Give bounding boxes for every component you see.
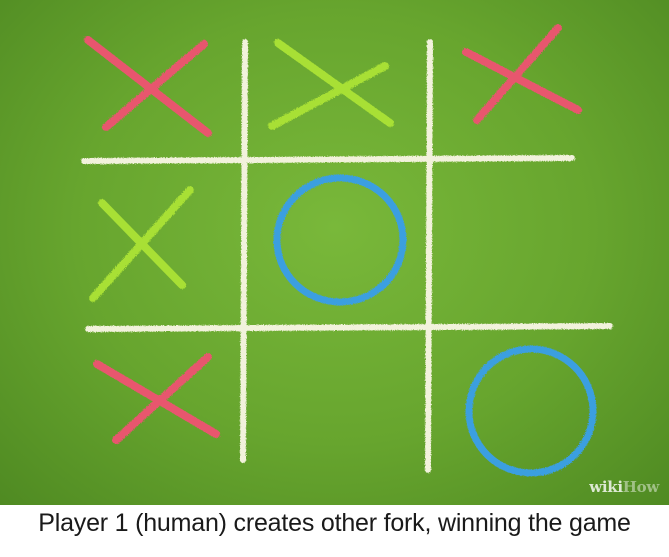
board-image: wikiHow	[0, 0, 669, 505]
x-mark-middle-left[interactable]	[89, 186, 194, 302]
watermark-how: How	[622, 478, 660, 496]
grid-line-vertical-right	[425, 39, 433, 473]
o-mark-bottom-right[interactable]	[465, 345, 597, 477]
grid-line-horizontal-bottom	[85, 323, 613, 332]
grid-line-horizontal-top	[81, 155, 575, 164]
wikihow-watermark: wikiHow	[589, 478, 659, 496]
o-mark-center[interactable]	[273, 174, 407, 306]
watermark-wiki: wiki	[589, 478, 623, 496]
x-mark-top-middle[interactable]	[268, 39, 394, 130]
x-mark-top-right[interactable]	[462, 24, 582, 124]
tic-tac-toe-board	[81, 24, 613, 477]
x-mark-top-left[interactable]	[84, 36, 212, 137]
x-mark-bottom-left[interactable]	[93, 353, 220, 444]
grid-lines	[81, 39, 613, 473]
caption-text: Player 1 (human) creates other fork, win…	[38, 509, 631, 537]
grid-line-vertical-left	[240, 39, 248, 463]
